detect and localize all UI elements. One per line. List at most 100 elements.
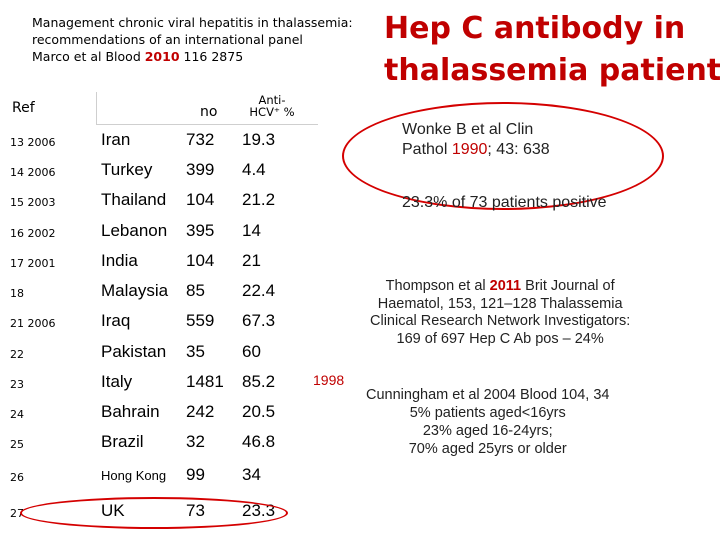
- row-percent: 46.8: [242, 432, 276, 451]
- row-percent: 34: [242, 465, 261, 484]
- row-count: 99: [186, 465, 205, 484]
- row-percent: 21.2: [242, 190, 276, 209]
- table-row: 25 Brazil 32 46.8: [0, 430, 330, 460]
- row-ref: 25: [10, 438, 24, 451]
- row-count: 104: [186, 190, 215, 209]
- table-row: 22 Pakistan 35 60: [0, 340, 330, 370]
- citation-line-3: Marco et al Blood 2010 116 2875: [32, 48, 353, 65]
- row-country: Italy: [101, 372, 133, 391]
- header-ref: Ref: [12, 100, 35, 116]
- row-count: 732: [186, 130, 215, 149]
- table-row: 14 2006 Turkey 399 4.4: [0, 158, 330, 188]
- wonke-line-1: Wonke B et al Clin: [402, 121, 534, 138]
- table-row: 24 Bahrain 242 20.5: [0, 400, 330, 430]
- row-percent: 85.2: [242, 372, 276, 391]
- table-row: 15 2003 Thailand 104 21.2: [0, 188, 330, 218]
- row-ref: 23: [10, 378, 24, 391]
- row-count: 1481: [186, 372, 224, 391]
- citation-line-1: Management chronic viral hepatitis in th…: [32, 15, 353, 30]
- row-ref: 24: [10, 408, 24, 421]
- row-count: 559: [186, 311, 215, 330]
- italy-year-note: 1998: [313, 372, 345, 388]
- thompson-line-2: Haematol, 153, 121–128 Thalassemia: [377, 295, 623, 312]
- cunningham-line-4: 70% aged 25yrs or older: [408, 441, 567, 457]
- row-ref: 16 2002: [10, 227, 56, 240]
- wonke-citation: Wonke B et al Clin Pathol 1990; 43: 638: [402, 120, 550, 160]
- table-row: 16 2002 Lebanon 395 14: [0, 219, 330, 249]
- thompson-year: 2011: [489, 278, 522, 294]
- row-ref: 14 2006: [10, 166, 56, 179]
- cunningham-line-2: 5% patients aged<16yrs: [409, 405, 566, 421]
- cunningham-line-3: 23% aged 16-24yrs;: [422, 423, 553, 439]
- row-percent: 67.3: [242, 311, 276, 330]
- row-country: Pakistan: [101, 342, 167, 361]
- header-anti-line-1: Anti-: [258, 93, 286, 107]
- table-row: 17 2001 India 104 21: [0, 249, 330, 279]
- row-percent: 20.5: [242, 402, 276, 421]
- row-ref: 22: [10, 348, 24, 361]
- row-country: Iraq: [101, 311, 131, 330]
- row-ref: 13 2006: [10, 136, 56, 149]
- citation-volume: 116 2875: [179, 49, 244, 64]
- row-ref: 18: [10, 287, 24, 300]
- row-country: Thailand: [101, 190, 167, 209]
- table-row: 26 Hong Kong 99 34: [0, 463, 330, 493]
- row-percent: 21: [242, 251, 261, 270]
- row-country: Bahrain: [101, 402, 160, 421]
- row-percent: 14: [242, 221, 261, 240]
- row-country: Hong Kong: [101, 468, 167, 483]
- row-count: 32: [186, 432, 205, 451]
- row-percent: 19.3: [242, 130, 276, 149]
- citation-year: 2010: [144, 49, 180, 64]
- row-ref: 26: [10, 471, 24, 484]
- slide-title: Hep C antibody in thalassemia patients: [384, 8, 720, 92]
- citation-block: Management chronic viral hepatitis in th…: [32, 14, 353, 65]
- row-country: Lebanon: [101, 221, 168, 240]
- slide-title-line-1: Hep C antibody in: [384, 11, 686, 46]
- row-percent: 22.4: [242, 281, 276, 300]
- citation-line-2: recommendations of an international pane…: [32, 32, 303, 47]
- wonke-result: 23.3% of 73 patients positive: [402, 194, 607, 211]
- row-count: 85: [186, 281, 205, 300]
- row-ref: 15 2003: [10, 196, 56, 209]
- highlight-ellipse-uk-row: [20, 497, 288, 529]
- table-row: 18 Malaysia 85 22.4: [0, 279, 330, 309]
- cunningham-citation: Cunningham et al 2004 Blood 104, 34 5% p…: [366, 386, 609, 458]
- highlight-ellipse-wonke: [342, 102, 664, 210]
- row-ref: 21 2006: [10, 317, 56, 330]
- row-country: Brazil: [101, 432, 144, 451]
- wonke-journal: Pathol: [402, 141, 452, 158]
- row-count: 104: [186, 251, 215, 270]
- row-ref: 17 2001: [10, 257, 56, 270]
- row-count: 399: [186, 160, 215, 179]
- thompson-journal: Brit Journal of: [521, 278, 615, 294]
- row-count: 35: [186, 342, 205, 361]
- thompson-citation: Thompson et al 2011 Brit Journal of Haem…: [370, 278, 630, 348]
- header-divider-vertical: [96, 92, 97, 124]
- header-divider-horizontal: [96, 124, 318, 125]
- row-percent: 4.4: [242, 160, 266, 179]
- table-row: 23 Italy 1481 85.2: [0, 370, 330, 400]
- cunningham-line-1: Cunningham et al 2004 Blood 104, 34: [366, 387, 610, 403]
- thompson-line-3: Clinical Research Network Investigators:: [370, 313, 631, 329]
- row-country: Malaysia: [101, 281, 169, 300]
- row-count: 242: [186, 402, 215, 421]
- row-country: Iran: [101, 130, 131, 149]
- table-row: 13 2006 Iran 732 19.3: [0, 128, 330, 158]
- thompson-line-1: Thompson et al 2011 Brit Journal of: [370, 278, 630, 296]
- header-no: no: [200, 104, 218, 120]
- header-anti-line-2: HCV⁺ %: [249, 105, 295, 119]
- row-country: India: [101, 251, 138, 270]
- thompson-line-4: 169 of 697 Hep C Ab pos – 24%: [396, 330, 604, 347]
- wonke-line-2: Pathol 1990; 43: 638: [402, 140, 550, 160]
- thompson-authors: Thompson et al: [385, 278, 490, 294]
- row-country: Turkey: [101, 160, 153, 179]
- row-percent: 60: [242, 342, 261, 361]
- wonke-volume: ; 43: 638: [487, 141, 550, 158]
- wonke-year: 1990: [451, 141, 488, 158]
- citation-journal: Marco et al Blood: [32, 49, 145, 64]
- table-row: 21 2006 Iraq 559 67.3: [0, 309, 330, 339]
- row-count: 395: [186, 221, 215, 240]
- header-anti-hcv: Anti- HCV⁺ %: [240, 94, 304, 118]
- slide-title-line-2: thalassemia patients: [384, 53, 720, 88]
